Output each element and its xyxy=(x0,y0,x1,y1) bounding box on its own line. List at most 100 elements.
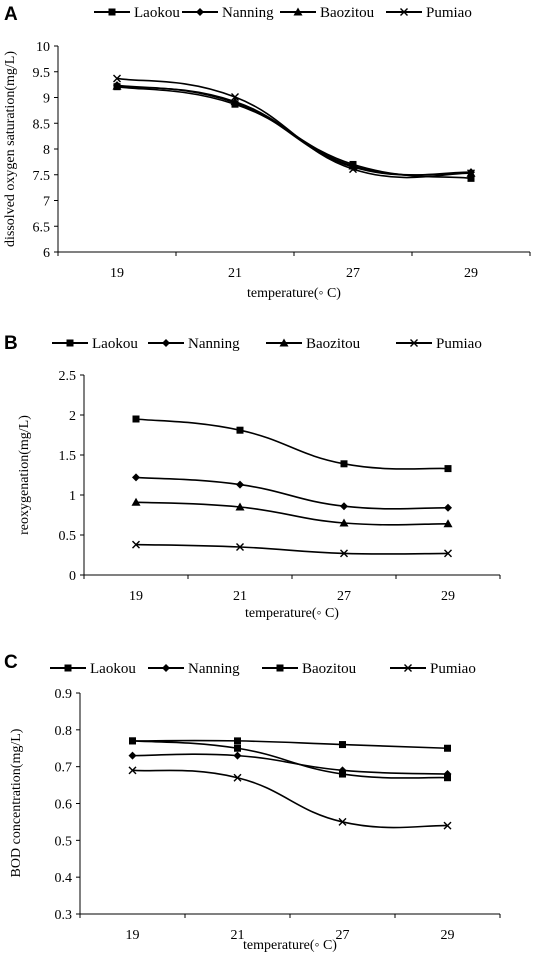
data-point xyxy=(444,774,451,782)
legend-marker xyxy=(410,339,418,347)
legend-label: Baozitou xyxy=(306,336,361,352)
panel-letter: B xyxy=(4,333,18,354)
data-point xyxy=(131,497,141,506)
legend-label: Baozitou xyxy=(320,5,375,21)
panel-a: A Laokou Nanning Baozitou Pumiao 6 6.5 7 7.5 8 8.5… xyxy=(3,4,531,301)
y-tick-label: 9 xyxy=(43,92,50,107)
data-point xyxy=(236,480,244,489)
data-point xyxy=(234,737,241,745)
data-point xyxy=(467,174,475,182)
data-point xyxy=(467,169,475,178)
y-axis-title: reoxygenation(mg/L) xyxy=(17,415,32,535)
data-point xyxy=(112,81,122,90)
legend-item: Laokou xyxy=(94,5,180,21)
series-baozitou xyxy=(131,497,453,528)
x-axis-title: temperature(◦ C) xyxy=(247,286,341,301)
legend-item: Nanning xyxy=(182,5,274,21)
legend-marker xyxy=(293,7,303,16)
data-point xyxy=(339,518,349,527)
legend-item: Laokou xyxy=(52,336,138,352)
data-point xyxy=(233,751,242,760)
legend-marker xyxy=(400,8,408,16)
legend-item: Baozitou xyxy=(262,661,357,677)
x-tick-label: 27 xyxy=(336,928,350,943)
legend-label: Baozitou xyxy=(302,661,357,677)
series-baozitou xyxy=(129,737,451,782)
series-pumiao xyxy=(128,766,452,830)
x-tick-label: 21 xyxy=(231,928,245,943)
series-line xyxy=(116,85,472,176)
series-laokou xyxy=(113,83,475,182)
legend-marker xyxy=(162,664,170,672)
y-tick-label: 2 xyxy=(69,409,76,424)
series-nanning xyxy=(132,473,452,512)
x-tick-label: 21 xyxy=(233,589,247,604)
x-tick-label: 19 xyxy=(126,928,140,943)
data-point xyxy=(128,766,137,775)
legend-item: Pumiao xyxy=(386,5,472,21)
x-axis-title: temperature(◦ C) xyxy=(243,938,337,953)
data-point xyxy=(340,460,348,468)
legend-label: Nanning xyxy=(188,661,240,677)
data-point xyxy=(128,751,137,760)
data-point xyxy=(349,165,357,174)
legend: Laokou Nanning Baozitou Pumiao xyxy=(94,5,472,21)
data-point xyxy=(340,549,348,558)
y-tick-label: 8.5 xyxy=(33,117,51,132)
x-tick-label: 27 xyxy=(337,589,351,604)
y-tick-label: 0.3 xyxy=(55,908,73,923)
y-tick-label: 6.5 xyxy=(33,220,51,235)
data-point xyxy=(233,773,242,782)
series-pumiao xyxy=(113,74,475,179)
series-line xyxy=(132,769,448,829)
series-nanning xyxy=(113,81,475,177)
data-point xyxy=(236,426,244,434)
x-tick-label: 29 xyxy=(441,589,455,604)
data-point xyxy=(129,737,136,745)
legend: Laokou Nanning Baozitou Pumiao xyxy=(50,661,476,677)
x-tick-label: 19 xyxy=(129,589,143,604)
legend-marker xyxy=(276,664,284,672)
data-point xyxy=(339,770,346,778)
y-tick-label: 0.6 xyxy=(55,798,73,813)
legend-marker xyxy=(404,664,412,672)
legend-marker xyxy=(196,8,204,16)
y-tick-label: 7.5 xyxy=(33,169,51,184)
y-tick-label: 8 xyxy=(43,143,50,158)
data-point xyxy=(338,817,347,826)
series-nanning xyxy=(128,751,452,779)
legend-marker xyxy=(64,664,72,672)
x-tick-label: 19 xyxy=(110,266,124,281)
legend-item: Pumiao xyxy=(390,661,476,677)
data-point xyxy=(132,540,140,549)
series-line xyxy=(135,418,449,470)
panel-letter: A xyxy=(4,4,18,25)
data-point xyxy=(443,519,453,528)
series-line xyxy=(116,84,472,176)
data-point xyxy=(235,502,245,511)
legend-marker xyxy=(162,339,170,347)
y-tick-label: 1 xyxy=(69,489,76,504)
data-point xyxy=(236,543,244,551)
data-point xyxy=(444,744,451,752)
data-point xyxy=(444,503,452,512)
y-axis-title: dissolved oxygen saturation(mg/L) xyxy=(3,51,18,247)
y-tick-label: 0.4 xyxy=(55,871,73,886)
series-line xyxy=(116,77,472,179)
series-line xyxy=(132,739,448,750)
x-tick-label: 21 xyxy=(228,266,242,281)
y-tick-label: 9.5 xyxy=(33,66,51,81)
y-tick-label: 0 xyxy=(69,569,76,584)
series-line xyxy=(135,476,449,510)
data-point xyxy=(234,744,241,752)
y-tick-label: 0.9 xyxy=(55,687,73,702)
y-tick-label: 10 xyxy=(36,40,50,55)
panel-b: B Laokou Nanning Baozitou Pumiao 0 0.5 1 1.5 2 2.5… xyxy=(4,333,501,621)
series-baozitou xyxy=(112,81,476,177)
x-tick-label: 29 xyxy=(464,266,478,281)
data-point xyxy=(443,821,452,830)
x-tick-label: 27 xyxy=(346,266,360,281)
series-line xyxy=(132,753,448,775)
legend-label: Laokou xyxy=(134,5,180,21)
legend-item: Baozitou xyxy=(266,336,361,352)
